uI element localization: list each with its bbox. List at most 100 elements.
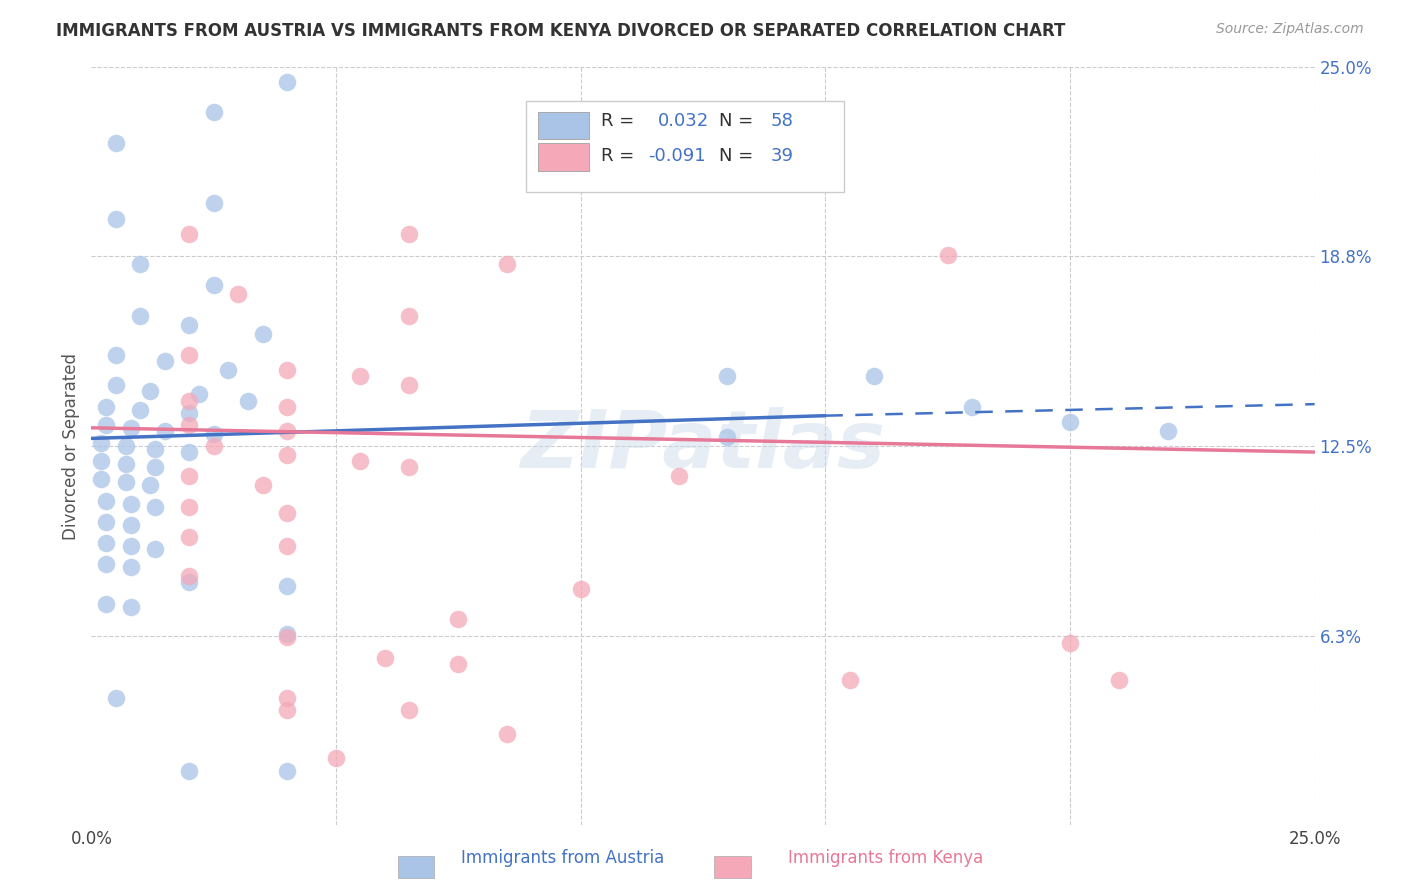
Point [202,426,225,441]
Point [276,703,298,717]
Point [276,506,298,520]
Text: N =: N = [718,146,759,165]
Point [1157,424,1180,438]
Point [94,400,117,414]
Text: 39: 39 [770,146,793,165]
Point [90,472,112,486]
Point [129,257,152,271]
Text: -0.091: -0.091 [648,146,706,165]
Text: R =: R = [602,112,641,130]
Point [90,436,112,450]
Point [226,287,249,301]
Point [838,673,860,687]
Point [447,657,470,672]
Text: Source: ZipAtlas.com: Source: ZipAtlas.com [1216,22,1364,37]
Point [276,764,298,778]
Point [143,500,166,514]
Point [153,424,176,438]
Point [120,599,142,614]
Point [236,393,259,408]
Text: Immigrants from Austria: Immigrants from Austria [461,849,664,867]
Point [349,369,371,384]
Point [94,536,117,550]
Point [1059,636,1081,650]
Point [398,309,420,323]
Point [129,309,152,323]
Point [179,469,201,483]
Point [179,393,201,408]
Y-axis label: Divorced or Separated: Divorced or Separated [62,352,80,540]
Text: R =: R = [602,146,641,165]
Text: N =: N = [718,112,759,130]
Point [104,136,127,150]
Point [179,569,201,583]
Point [276,690,298,705]
Point [104,690,127,705]
Point [179,318,201,332]
Point [276,630,298,644]
Point [960,400,983,414]
Point [202,439,225,453]
Point [398,703,420,717]
Point [94,558,117,572]
Point [129,402,152,417]
Point [276,424,298,438]
Point [104,211,127,226]
Point [202,278,225,293]
Point [120,539,142,553]
Point [276,627,298,641]
Point [569,582,592,596]
FancyBboxPatch shape [526,101,844,192]
Point [179,348,201,362]
Point [94,515,117,529]
Point [139,384,162,399]
Point [374,651,396,665]
Point [139,478,162,492]
Point [179,406,201,420]
Point [153,354,176,368]
Point [143,542,166,557]
FancyBboxPatch shape [714,856,751,878]
Point [143,442,166,456]
Point [447,612,470,626]
Point [90,454,112,468]
Point [179,417,201,432]
Point [668,469,690,483]
Point [252,478,274,492]
Point [398,460,420,475]
Point [179,500,201,514]
Point [276,75,298,89]
Point [114,475,136,490]
Point [179,575,201,590]
Text: IMMIGRANTS FROM AUSTRIA VS IMMIGRANTS FROM KENYA DIVORCED OR SEPARATED CORRELATI: IMMIGRANTS FROM AUSTRIA VS IMMIGRANTS FR… [56,22,1066,40]
Point [252,326,274,341]
Text: ZIPatlas: ZIPatlas [520,407,886,485]
Point [276,363,298,377]
Point [120,497,142,511]
Point [179,530,201,544]
Point [143,460,166,475]
Point [94,493,117,508]
Point [104,348,127,362]
Point [1108,673,1130,687]
Point [276,578,298,592]
Point [94,597,117,611]
Text: 0.032: 0.032 [658,112,709,130]
FancyBboxPatch shape [398,856,434,878]
Point [202,196,225,211]
Point [104,378,127,392]
Text: Immigrants from Kenya: Immigrants from Kenya [789,849,983,867]
Point [94,417,117,432]
Point [179,445,201,459]
Point [276,400,298,414]
Point [120,421,142,435]
Point [496,257,519,271]
Point [398,378,420,392]
Point [120,560,142,574]
Text: 58: 58 [770,112,793,130]
Point [398,227,420,241]
Point [276,539,298,553]
Point [179,764,201,778]
Point [349,454,371,468]
Point [863,369,886,384]
